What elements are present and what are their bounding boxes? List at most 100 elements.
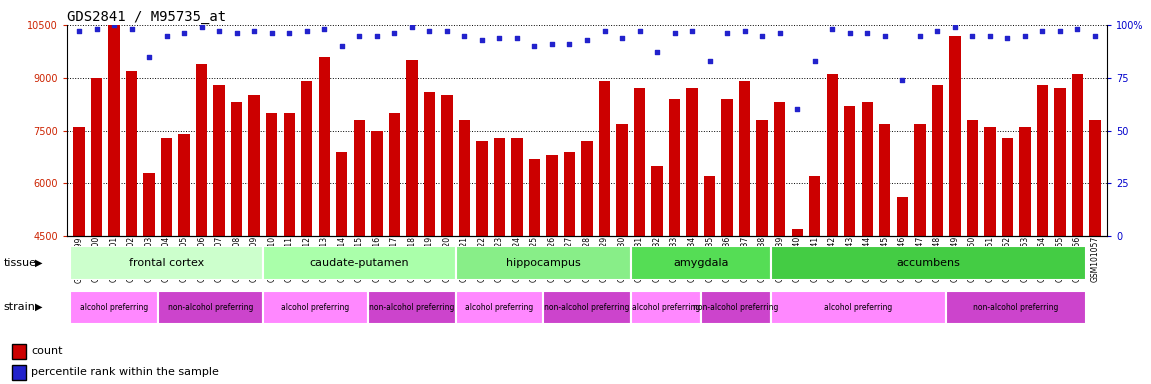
Point (1015, 33, 1034, 39)
Point (297, 28, 315, 35)
Point (333, 43, 351, 49)
Point (403, 24, 421, 30)
Bar (809, 176, 821, 236)
Point (367, 33, 386, 39)
Point (859, 30, 877, 36)
Point (420, 28, 439, 35)
Bar (756, 120, 768, 236)
Text: alcohol preferring: alcohol preferring (281, 303, 350, 312)
Point (998, 35, 1016, 41)
Point (122, 26, 140, 32)
Bar (459, 120, 470, 236)
Bar (950, 36, 961, 236)
Bar (1020, 127, 1030, 236)
Point (70, 28, 89, 35)
Bar (547, 155, 558, 236)
Bar (108, 25, 120, 236)
Text: amygdala: amygdala (673, 258, 729, 268)
Bar (319, 56, 330, 236)
Bar (897, 197, 908, 236)
Bar (511, 137, 523, 236)
Bar (879, 124, 891, 236)
Bar (669, 99, 680, 236)
Text: tissue: tissue (3, 258, 37, 268)
Point (840, 30, 859, 36)
FancyBboxPatch shape (701, 291, 771, 324)
Text: GDS2841 / M95735_at: GDS2841 / M95735_at (67, 10, 226, 24)
Point (648, 50, 666, 56)
Bar (722, 99, 733, 236)
Point (612, 35, 631, 41)
Bar (651, 166, 663, 236)
Text: non-alcohol preferring: non-alcohol preferring (693, 303, 778, 312)
Point (473, 37, 491, 43)
Bar (704, 176, 715, 236)
FancyBboxPatch shape (543, 291, 631, 324)
Text: alcohol preferring: alcohol preferring (465, 303, 534, 312)
Bar (283, 113, 295, 236)
Bar (178, 134, 190, 236)
Point (280, 30, 298, 36)
Point (543, 41, 562, 47)
Text: hippocampus: hippocampus (505, 258, 580, 268)
Bar (1089, 120, 1100, 236)
Point (631, 28, 649, 35)
FancyBboxPatch shape (158, 291, 262, 324)
Text: caudate-putamen: caudate-putamen (310, 258, 409, 268)
Point (245, 28, 264, 35)
Bar (441, 95, 452, 236)
FancyBboxPatch shape (456, 291, 543, 324)
Bar (266, 113, 277, 236)
Bar (616, 124, 627, 236)
Bar (494, 137, 505, 236)
Bar (336, 152, 348, 236)
Point (262, 30, 281, 36)
Text: strain: strain (3, 302, 36, 312)
Bar (634, 88, 646, 236)
Text: alcohol preferring: alcohol preferring (632, 303, 700, 312)
Text: accumbens: accumbens (897, 258, 961, 268)
Bar (74, 127, 85, 236)
Point (788, 106, 807, 113)
FancyBboxPatch shape (771, 247, 1087, 280)
Point (928, 28, 946, 35)
FancyBboxPatch shape (946, 291, 1087, 324)
Bar (686, 88, 698, 236)
Point (735, 28, 754, 35)
Bar (844, 106, 855, 236)
Bar (862, 103, 872, 236)
Point (963, 33, 982, 39)
Point (910, 33, 929, 39)
FancyBboxPatch shape (262, 247, 456, 280)
Bar (1001, 137, 1013, 236)
Text: ▶: ▶ (35, 302, 43, 312)
Point (525, 43, 543, 49)
Bar (528, 159, 540, 236)
Bar (739, 81, 750, 236)
Bar (231, 103, 243, 236)
Bar (914, 124, 925, 236)
Point (87, 26, 106, 32)
Bar (161, 137, 173, 236)
FancyBboxPatch shape (631, 247, 771, 280)
Bar (125, 71, 137, 236)
Bar (424, 92, 435, 236)
Point (175, 30, 193, 36)
Point (823, 26, 841, 32)
Point (228, 30, 246, 36)
Point (455, 33, 473, 39)
Point (595, 28, 613, 35)
Point (1051, 28, 1069, 35)
Point (350, 33, 368, 39)
Point (770, 30, 788, 36)
Point (876, 33, 894, 39)
Point (946, 24, 965, 30)
Bar (249, 95, 260, 236)
Point (806, 58, 824, 64)
Point (158, 33, 176, 39)
Text: frontal cortex: frontal cortex (129, 258, 204, 268)
Point (209, 28, 228, 35)
Bar (1037, 85, 1049, 236)
Text: alcohol preferring: alcohol preferring (824, 303, 893, 312)
Point (508, 35, 526, 41)
